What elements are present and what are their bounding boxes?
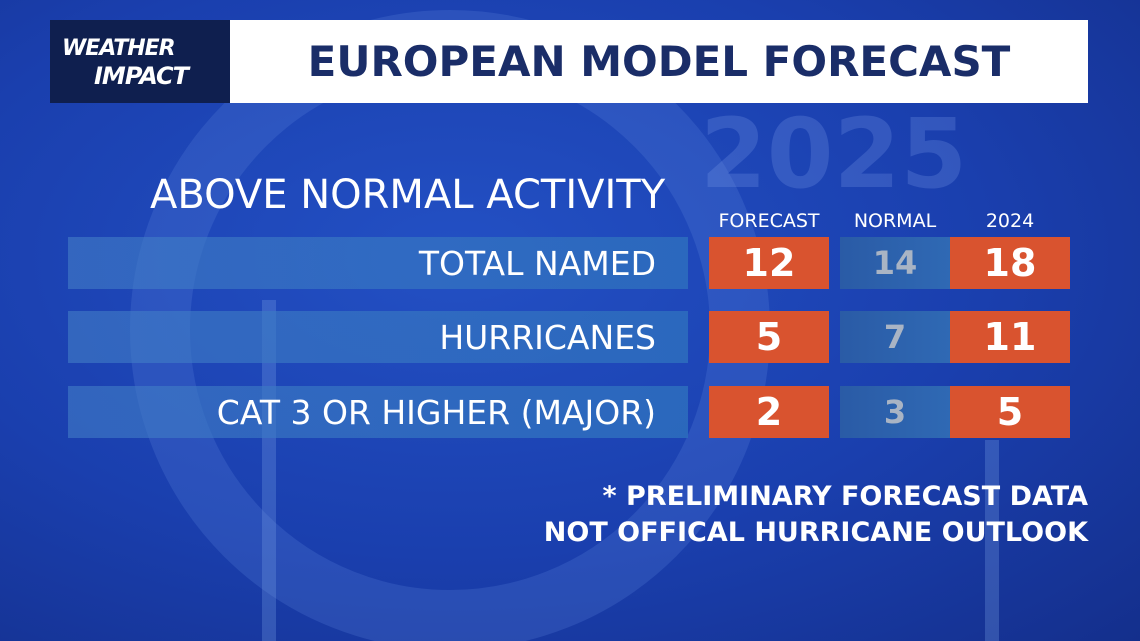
logo-text: IMPACT	[94, 62, 189, 90]
value-cell: 14	[840, 237, 950, 289]
value-cell: 11	[950, 311, 1070, 363]
watermark: 2025	[700, 98, 968, 210]
row-label: CAT 3 OR HIGHER (MAJOR)	[216, 392, 656, 432]
logo-text: WEATHER	[62, 36, 176, 61]
value-cell: 12	[709, 237, 829, 289]
row-label-bar: HURRICANES	[68, 311, 688, 363]
logo: WEATHER IMPACT	[50, 20, 230, 103]
value-cell: 5	[709, 311, 829, 363]
value-cell: 18	[950, 237, 1070, 289]
subtitle: ABOVE NORMAL ACTIVITY	[150, 172, 666, 218]
value-cell: 7	[840, 311, 950, 363]
row-label-bar: TOTAL NAMED	[68, 237, 688, 289]
title: EUROPEAN MODEL FORECAST	[307, 37, 1011, 86]
value-cell: 5	[950, 386, 1070, 438]
row-label: TOTAL NAMED	[418, 243, 656, 283]
row-label: HURRICANES	[439, 317, 656, 357]
footnote-line: NOT OFFICAL HURRICANE OUTLOOK	[543, 517, 1088, 548]
value-cell: 2	[709, 386, 829, 438]
row-label-bar: CAT 3 OR HIGHER (MAJOR)	[68, 386, 688, 438]
footnote-line: * PRELIMINARY FORECAST DATA	[602, 481, 1089, 512]
header: EUROPEAN MODEL FORECAST	[230, 20, 1088, 103]
value-cell: 3	[840, 386, 950, 438]
column-header: FORECAST	[718, 210, 820, 232]
column-header: NORMAL	[853, 210, 937, 232]
column-header: 2024	[985, 210, 1035, 232]
